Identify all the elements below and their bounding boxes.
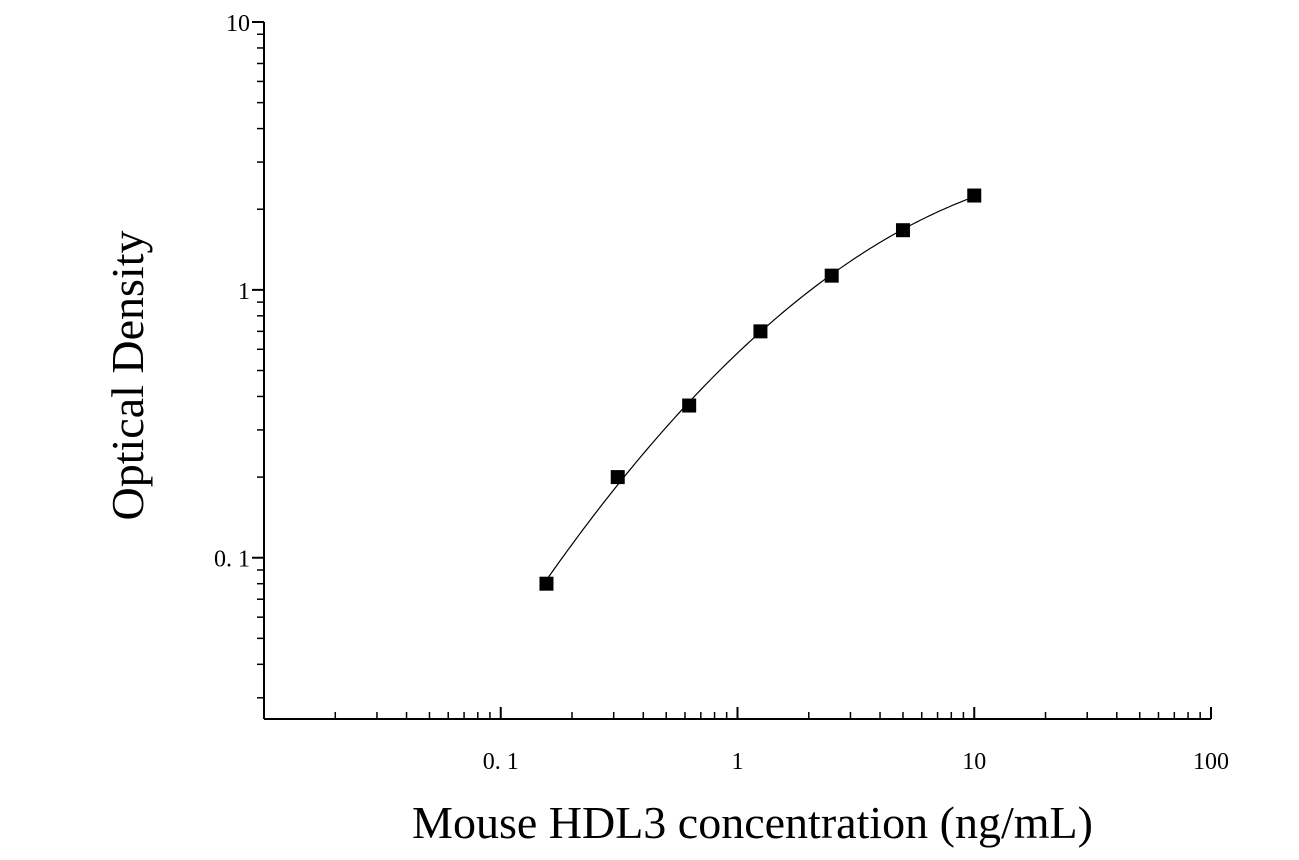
y-tick-label: 1 — [238, 279, 250, 305]
y-tick-label: 10 — [226, 11, 250, 37]
fit-curve-group — [545, 196, 975, 581]
data-point — [895, 223, 910, 238]
data-point — [824, 268, 839, 283]
x-axis-title: Mouse HDL3 concentration (ng/mL) — [412, 797, 1093, 848]
tick-labels: 0. 1 1 10 100 0. 1 1 10 — [214, 11, 1229, 775]
ticks — [252, 21, 1212, 719]
x-tick-label: 100 — [1193, 749, 1229, 775]
axes — [263, 22, 1211, 720]
y-axis-title: Optical Density — [102, 231, 153, 521]
x-tick-label: 1 — [732, 749, 744, 775]
data-point — [539, 576, 554, 591]
data-point — [682, 398, 697, 413]
y-tick-label: 0. 1 — [214, 547, 250, 573]
fit-curve — [545, 196, 975, 581]
data-points — [539, 188, 982, 591]
data-point — [610, 470, 625, 485]
data-point — [753, 324, 768, 339]
data-point — [967, 188, 982, 203]
x-tick-label: 10 — [962, 749, 986, 775]
x-tick-label: 0. 1 — [483, 749, 519, 775]
